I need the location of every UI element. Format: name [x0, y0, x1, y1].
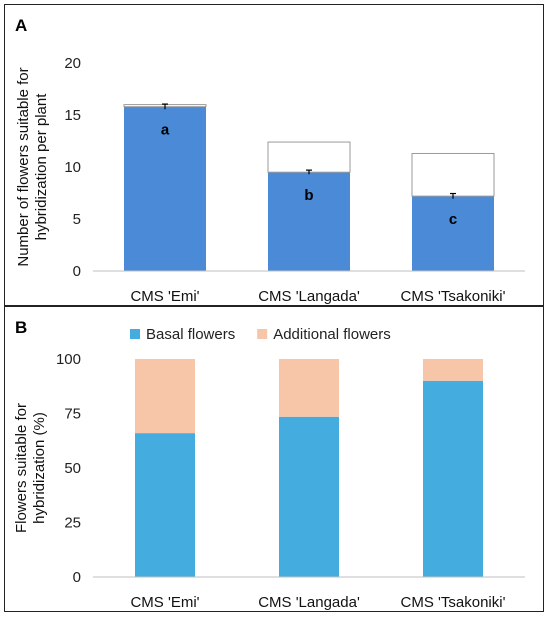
- significance-label: b: [304, 187, 313, 204]
- bar-upper-segment: [267, 141, 351, 173]
- y-axis-label: Flowers suitable for: [13, 403, 30, 533]
- x-category-label: CMS 'Tsakoniki': [401, 288, 506, 305]
- bar-lower-segment: [412, 196, 494, 271]
- legend-label: Additional flowers: [273, 326, 391, 343]
- x-category-label: CMS 'Emi': [130, 288, 199, 305]
- y-tick-label: 25: [64, 515, 81, 532]
- legend-swatch: [257, 329, 268, 339]
- bar-lower-segment: [423, 380, 483, 577]
- bar-upper-segment: [423, 359, 483, 381]
- y-tick-label: 20: [64, 55, 81, 72]
- y-tick-label: 10: [64, 159, 81, 176]
- legend-label: Basal flowers: [146, 326, 235, 343]
- panel-b: B Flowers suitable for hybridization (%) 0 2…: [4, 306, 544, 612]
- bar-upper-segment: [135, 359, 195, 434]
- x-category-label: CMS 'Emi': [130, 594, 199, 611]
- panel-a: A Number of flowers suitable for hybridiza…: [4, 4, 544, 306]
- bar-lower-segment: [279, 416, 339, 577]
- bar-upper-segment: [279, 359, 339, 417]
- significance-label: a: [161, 122, 170, 139]
- y-tick-label: 0: [73, 569, 81, 586]
- significance-label: c: [449, 211, 457, 228]
- y-axis-label: Number of flowers suitable for: [15, 67, 32, 266]
- y-tick-label: 75: [64, 406, 81, 423]
- bar-lower-segment: [124, 106, 206, 272]
- y-axis-label: hybridization per plant: [33, 93, 50, 241]
- y-tick-label: 100: [56, 351, 81, 368]
- bar-lower-segment: [135, 433, 195, 577]
- y-tick-label: 50: [64, 460, 81, 477]
- y-axis-label: hybridization (%): [31, 412, 48, 524]
- bar-lower-segment: [268, 172, 350, 271]
- panel-letter: B: [15, 318, 27, 337]
- chart-a-svg: A Number of flowers suitable for hybridiza…: [15, 16, 525, 305]
- x-category-label: CMS 'Tsakoniki': [401, 594, 506, 611]
- x-category-label: CMS 'Langada': [258, 594, 360, 611]
- x-category-label: CMS 'Langada': [258, 288, 360, 305]
- chart-b-svg: B Flowers suitable for hybridization (%) 0 2…: [13, 318, 525, 611]
- y-tick-label: 0: [73, 263, 81, 280]
- y-tick-label: 5: [73, 211, 81, 228]
- bar-upper-segment: [411, 152, 495, 197]
- y-tick-label: 15: [64, 107, 81, 124]
- legend-swatch: [130, 329, 140, 339]
- panel-letter: A: [15, 16, 27, 35]
